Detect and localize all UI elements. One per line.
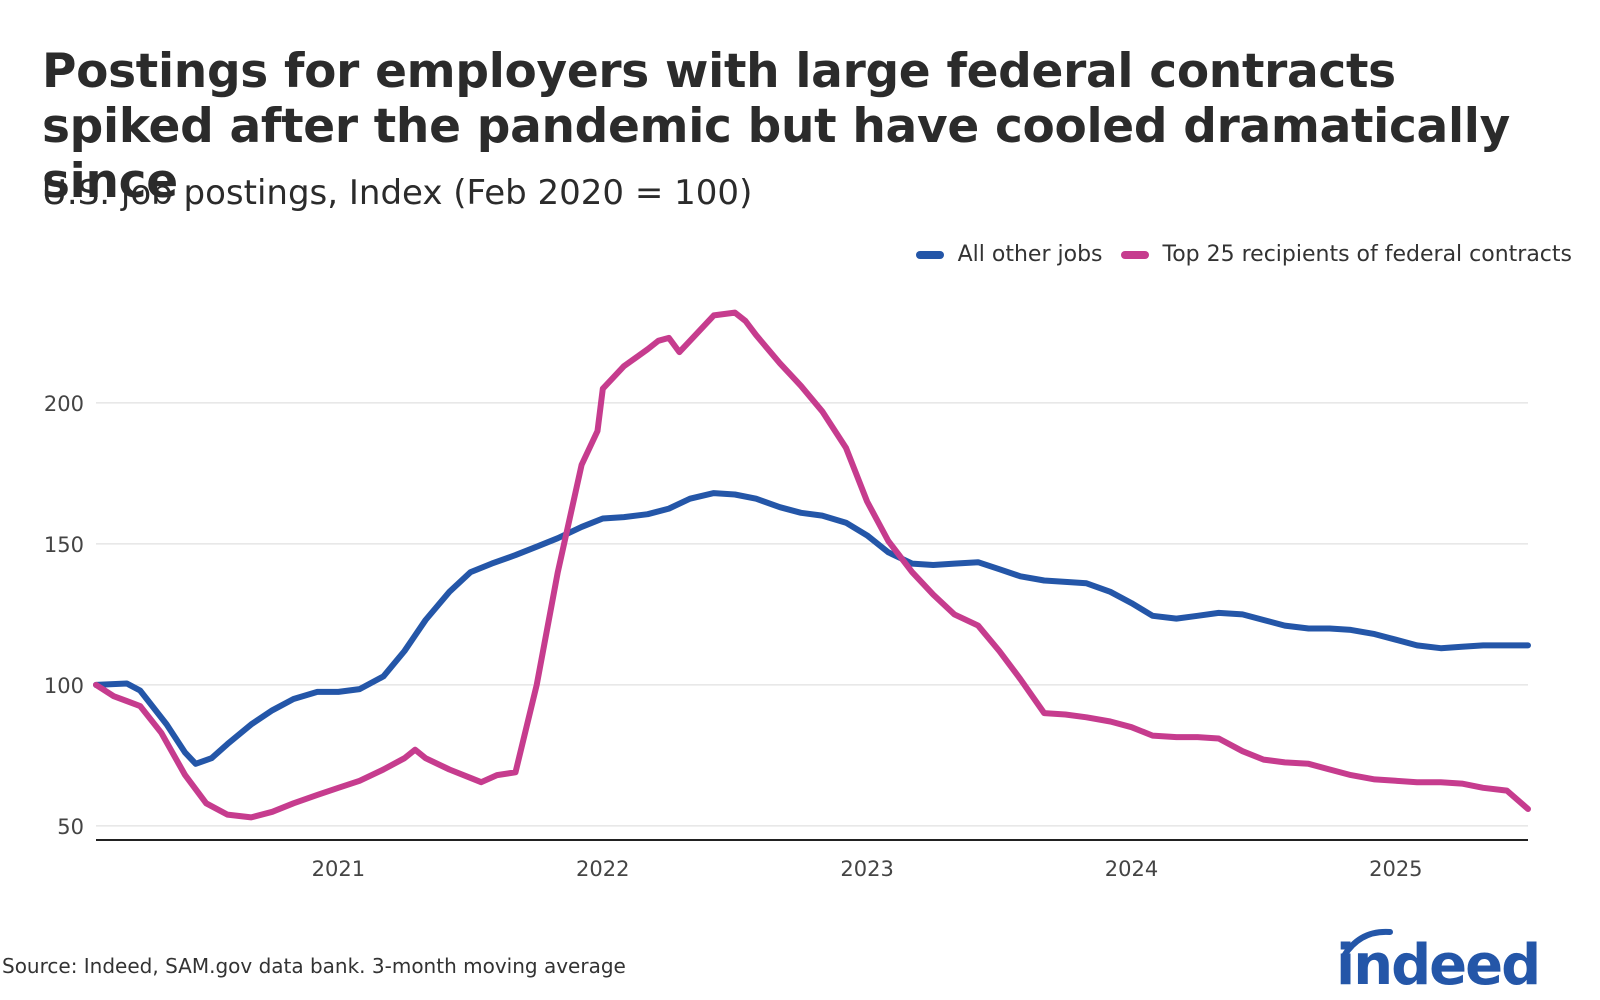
legend-item-other: All other jobs [915,242,1103,267]
source-note: Source: Indeed, SAM.gov data bank. 3-mon… [2,954,626,978]
legend-item-federal: Top 25 recipients of federal contracts [1120,242,1573,267]
y-tick-label: 200 [44,392,84,416]
legend-label-other: All other jobs [957,242,1103,267]
y-tick-label: 150 [44,533,84,557]
y-tick-label: 50 [57,815,84,839]
x-tick-label: 2023 [840,857,893,881]
legend-swatch-federal [1120,250,1149,259]
y-tick-label: 100 [44,674,84,698]
chart-subtitle: U.S. job postings, Index (Feb 2020 = 100… [42,173,753,213]
series-line-other [93,490,1531,767]
logo-arc [1341,928,1393,959]
x-tick-label: 2022 [576,857,629,881]
indeed-logo: indeed [1338,928,1538,996]
legend-label-federal: Top 25 recipients of federal contracts [1162,242,1573,267]
logo-wordmark: indeed [1338,933,1538,996]
x-tick-label: 2025 [1369,857,1422,881]
legend: All other jobs Top 25 recipients of fede… [898,242,1572,267]
series-line-federal [93,309,1531,821]
chart-title: Postings for employers with large federa… [42,44,1510,209]
x-tick-label: 2021 [312,857,365,881]
legend-swatch-other [915,250,944,259]
x-tick-label: 2024 [1105,857,1158,881]
